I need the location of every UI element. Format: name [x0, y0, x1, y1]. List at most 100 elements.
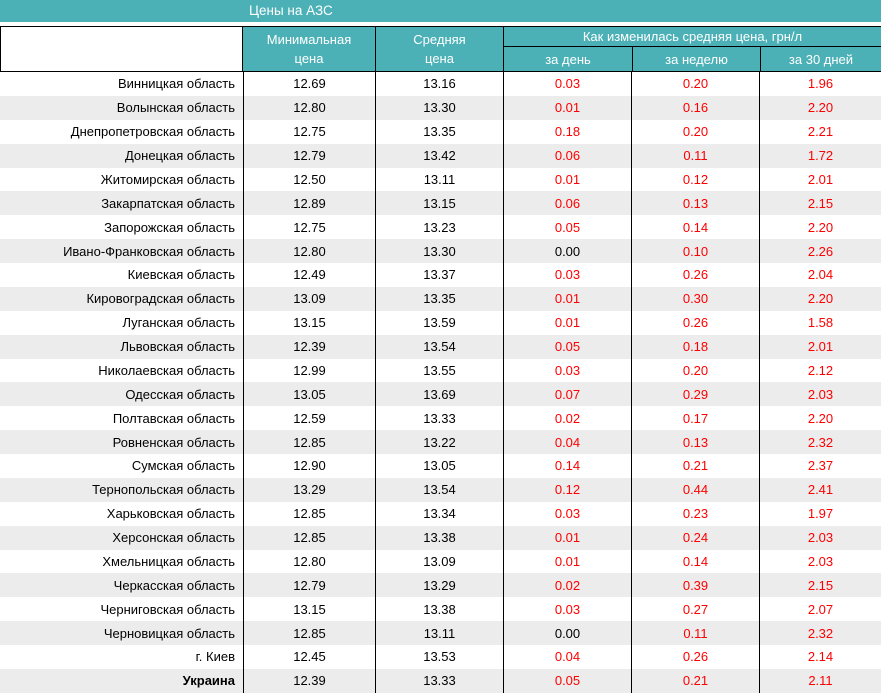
table-row: Черкасская область 12.79 13.29 0.02 0.39… [0, 573, 881, 598]
change-week-cell: 0.30 [631, 286, 759, 311]
change-day-cell: 0.18 [503, 119, 631, 144]
change-week-cell: 0.12 [631, 167, 759, 192]
region-cell: Житомирская область [100, 171, 235, 187]
change-day-cell: 0.04 [503, 430, 631, 454]
change-week-cell: 0.11 [631, 621, 759, 645]
avg-price-cell: 13.42 [375, 143, 503, 168]
change-30days-cell: 2.20 [759, 286, 881, 311]
change-30days-cell: 2.01 [759, 334, 881, 359]
avg-price-cell: 13.69 [375, 382, 503, 407]
min-price-cell: 12.59 [243, 406, 375, 431]
change-week-cell: 0.24 [631, 525, 759, 550]
table-row: Одесская область 13.05 13.69 0.07 0.29 2… [0, 382, 881, 407]
table-row: Ровненская область 12.85 13.22 0.04 0.13… [0, 430, 881, 454]
min-price-cell: 12.39 [243, 334, 375, 359]
change-week-cell: 0.16 [631, 95, 759, 120]
page-title: Цены на АЗС [249, 3, 333, 18]
region-cell: Черновицкая область [103, 625, 235, 641]
min-price-cell: 12.90 [243, 454, 375, 478]
change-30days-cell: 2.03 [759, 382, 881, 407]
table-row: Закарпатская область 12.89 13.15 0.06 0.… [0, 191, 881, 216]
group-subheaders: за день за неделю за 30 дней [504, 47, 881, 71]
change-30days-cell: 1.97 [759, 501, 881, 526]
min-price-cell: 12.45 [243, 645, 375, 669]
min-price-cell: 12.85 [243, 501, 375, 526]
region-cell: Волынская область [116, 100, 235, 116]
region-cell: Полтавская область [112, 410, 235, 426]
change-30days-cell: 2.07 [759, 597, 881, 622]
change-30days-cell: 2.15 [759, 191, 881, 216]
change-day-cell: 0.01 [503, 525, 631, 550]
change-day-cell: 0.03 [503, 72, 631, 96]
table-row: Кировоградская область 13.09 13.35 0.01 … [0, 286, 881, 311]
avg-price-cell: 13.11 [375, 621, 503, 645]
change-week-cell: 0.27 [631, 597, 759, 622]
change-30days-cell: 2.20 [759, 215, 881, 240]
region-cell: Ивано-Франковская область [63, 243, 235, 259]
change-week-cell: 0.21 [631, 668, 759, 693]
change-week-cell: 0.20 [631, 358, 759, 383]
subcol-header-day: за день [545, 51, 591, 67]
subcol-header-30days: за 30 дней [760, 47, 881, 71]
avg-price-cell: 13.22 [375, 430, 503, 454]
change-day-cell: 0.06 [503, 191, 631, 216]
min-price-cell: 12.85 [243, 621, 375, 645]
change-30days-cell: 2.04 [759, 263, 881, 287]
table-row: Черновицкая область 12.85 13.11 0.00 0.1… [0, 621, 881, 645]
change-week-cell: 0.10 [631, 239, 759, 263]
change-week-cell: 0.13 [631, 430, 759, 454]
avg-price-cell: 13.54 [375, 334, 503, 359]
table-row: Хмельницкая область 12.80 13.09 0.01 0.1… [0, 549, 881, 574]
region-cell: Украина [182, 673, 235, 689]
region-cell: г. Киев [195, 649, 235, 665]
change-30days-cell: 2.20 [759, 406, 881, 431]
avg-price-cell: 13.38 [375, 525, 503, 550]
change-30days-cell: 2.21 [759, 119, 881, 144]
change-day-cell: 0.03 [503, 597, 631, 622]
table-row: Донецкая область 12.79 13.42 0.06 0.11 1… [0, 143, 881, 168]
table-row: Николаевская область 12.99 13.55 0.03 0.… [0, 358, 881, 383]
change-day-cell: 0.01 [503, 167, 631, 192]
change-week-cell: 0.44 [631, 477, 759, 502]
min-price-cell: 12.80 [243, 95, 375, 120]
table-row: Черниговская область 13.15 13.38 0.03 0.… [0, 597, 881, 622]
change-day-cell: 0.01 [503, 95, 631, 120]
avg-price-cell: 13.30 [375, 239, 503, 263]
change-day-cell: 0.05 [503, 215, 631, 240]
change-day-cell: 0.12 [503, 477, 631, 502]
change-day-cell: 0.01 [503, 286, 631, 311]
change-week-cell: 0.39 [631, 573, 759, 598]
region-cell: Харьковская область [106, 506, 235, 522]
region-cell: Черкасская область [113, 577, 235, 593]
change-week-cell: 0.20 [631, 72, 759, 96]
min-price-cell: 12.79 [243, 573, 375, 598]
min-price-cell: 13.15 [243, 310, 375, 335]
min-price-cell: 12.39 [243, 668, 375, 693]
table-row: Днепропетровская область 12.75 13.35 0.1… [0, 119, 881, 144]
table-row: Сумская область 12.90 13.05 0.14 0.21 2.… [0, 454, 881, 478]
avg-price-header-line1: Средняя [413, 32, 466, 47]
change-week-cell: 0.14 [631, 549, 759, 574]
table-body: Винницкая область 12.69 13.16 0.03 0.20 … [0, 72, 881, 693]
region-column-header-empty [0, 27, 243, 71]
avg-price-cell: 13.09 [375, 549, 503, 574]
region-cell: Николаевская область [98, 362, 235, 378]
min-price-cell: 12.80 [243, 549, 375, 574]
region-cell: Хмельницкая область [102, 553, 235, 569]
region-cell: Киевская область [127, 267, 235, 283]
change-week-cell: 0.29 [631, 382, 759, 407]
avg-price-cell: 13.53 [375, 645, 503, 669]
region-cell: Львовская область [120, 339, 235, 355]
change-week-cell: 0.26 [631, 263, 759, 287]
change-day-cell: 0.02 [503, 573, 631, 598]
min-price-header-line2: цена [294, 51, 324, 66]
change-30days-cell: 1.96 [759, 72, 881, 96]
change-30days-cell: 2.41 [759, 477, 881, 502]
change-day-cell: 0.07 [503, 382, 631, 407]
region-cell: Запорожская область [104, 219, 235, 235]
min-price-cell: 12.69 [243, 72, 375, 96]
change-day-cell: 0.06 [503, 143, 631, 168]
avg-price-cell: 13.33 [375, 406, 503, 431]
change-30days-cell: 2.01 [759, 167, 881, 192]
avg-price-cell: 13.59 [375, 310, 503, 335]
